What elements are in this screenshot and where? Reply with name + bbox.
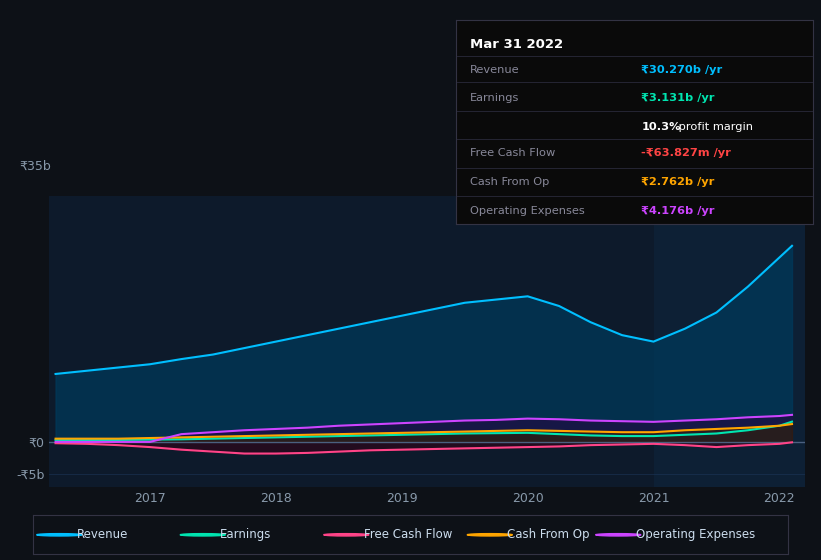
Circle shape — [595, 534, 641, 536]
Text: Mar 31 2022: Mar 31 2022 — [470, 38, 563, 51]
Text: Operating Expenses: Operating Expenses — [635, 528, 754, 542]
Bar — [654, 196, 805, 487]
Text: ₹3.131b /yr: ₹3.131b /yr — [641, 94, 715, 103]
Text: Cash From Op: Cash From Op — [507, 528, 589, 542]
Circle shape — [180, 534, 226, 536]
Text: ₹30.270b /yr: ₹30.270b /yr — [641, 64, 722, 74]
Text: Earnings: Earnings — [470, 94, 520, 103]
Text: ₹4.176b /yr: ₹4.176b /yr — [641, 206, 715, 216]
Circle shape — [467, 534, 512, 536]
Text: Operating Expenses: Operating Expenses — [470, 206, 585, 216]
Circle shape — [37, 534, 82, 536]
Text: Free Cash Flow: Free Cash Flow — [364, 528, 452, 542]
Text: Revenue: Revenue — [76, 528, 128, 542]
Text: Revenue: Revenue — [470, 64, 520, 74]
Text: 10.3%: 10.3% — [641, 122, 681, 132]
Text: Free Cash Flow: Free Cash Flow — [470, 148, 555, 158]
Text: ₹35b: ₹35b — [19, 160, 51, 172]
Text: ₹2.762b /yr: ₹2.762b /yr — [641, 177, 715, 187]
Text: Earnings: Earnings — [220, 528, 272, 542]
Text: Cash From Op: Cash From Op — [470, 177, 549, 187]
Text: -₹63.827m /yr: -₹63.827m /yr — [641, 148, 732, 158]
Text: profit margin: profit margin — [676, 122, 754, 132]
Circle shape — [323, 534, 369, 536]
